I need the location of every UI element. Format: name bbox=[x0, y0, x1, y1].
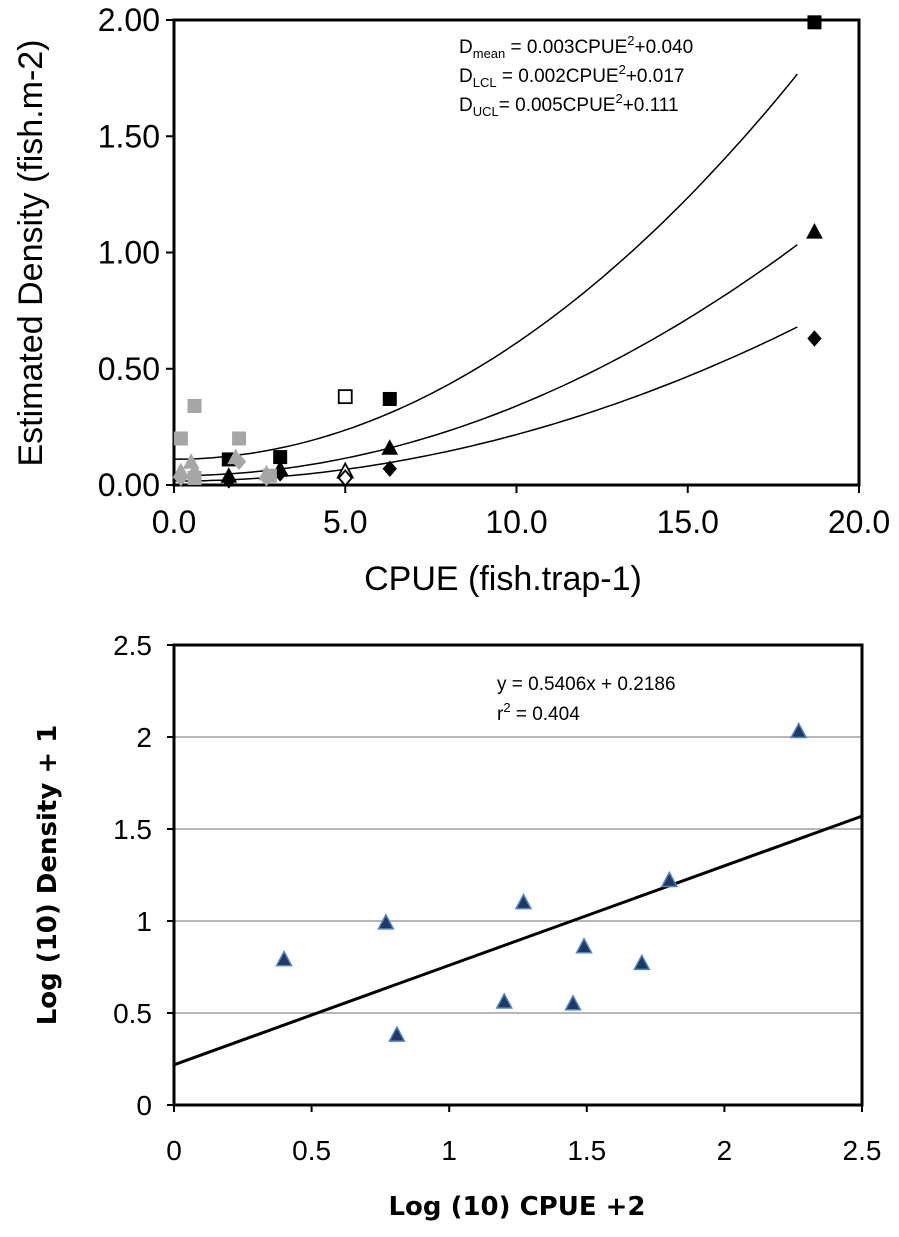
equation-mean-sup: 2 bbox=[627, 33, 634, 48]
top-point-square bbox=[382, 391, 397, 406]
top-point-diamond bbox=[221, 472, 236, 489]
bottom-trendline-group bbox=[173, 814, 863, 1067]
bottom-x-tick-label: 0.5 bbox=[292, 1135, 331, 1166]
bottom-point bbox=[275, 950, 293, 967]
bottom-x-tick-label: 2.5 bbox=[843, 1135, 882, 1166]
equation-lcl-sub: LCL bbox=[473, 75, 497, 90]
bottom-point bbox=[575, 937, 593, 954]
top-point-diamond-open bbox=[337, 469, 353, 487]
equation-ucl: DUCL= 0.005CPUE2+0.111 bbox=[459, 91, 679, 119]
top-point-diamond bbox=[187, 465, 202, 482]
equation-mean-rest: = 0.003CPUE bbox=[505, 37, 627, 58]
bottom-y-tick-label: 0.5 bbox=[113, 998, 152, 1029]
bottom-r2-value: = 0.404 bbox=[511, 704, 581, 725]
top-x-ticks: 0.0 5.0 10.0 15.0 20.0 bbox=[152, 485, 890, 540]
bottom-x-tick-label: 1 bbox=[441, 1135, 457, 1166]
bottom-x-axis-title: Log (10) CPUE +2 bbox=[388, 1192, 645, 1222]
bottom-plot-area bbox=[172, 643, 864, 1107]
equation-lcl-tail: +0.017 bbox=[626, 66, 685, 87]
top-x-tick-label: 20.0 bbox=[828, 504, 890, 540]
top-curve-mean bbox=[173, 73, 798, 460]
bottom-y-axis-title: Log (10) Density + 1 bbox=[33, 725, 63, 1026]
top-point-square bbox=[173, 431, 188, 446]
top-y-tick-label: 0.00 bbox=[98, 467, 160, 503]
top-point-diamond bbox=[807, 330, 822, 347]
equation-ucl-sub: UCL bbox=[473, 104, 499, 119]
top-y-tick-label: 0.50 bbox=[98, 351, 160, 387]
top-x-tick-label: 5.0 bbox=[323, 504, 367, 540]
equation-ucl-tail: +0.111 bbox=[623, 95, 679, 116]
top-point-square bbox=[807, 15, 822, 30]
bottom-y-tick-label: 2 bbox=[136, 722, 152, 753]
top-y-tick-label: 2.00 bbox=[98, 2, 160, 38]
top-plot-area bbox=[172, 18, 861, 487]
top-point-square bbox=[187, 398, 202, 413]
bottom-point bbox=[633, 953, 651, 971]
equation-mean-base: D bbox=[459, 37, 473, 58]
bottom-point bbox=[495, 992, 513, 1009]
bottom-y-tick-label: 2.5 bbox=[113, 630, 152, 661]
bottom-r2-sup: 2 bbox=[503, 700, 510, 715]
top-x-tick-label: 0.0 bbox=[152, 504, 196, 540]
top-y-tick-label: 1.50 bbox=[98, 118, 160, 154]
bottom-x-tick-label: 2 bbox=[717, 1135, 733, 1166]
bottom-r-squared: r2 = 0.404 bbox=[497, 700, 580, 725]
equation-lcl-base: D bbox=[459, 66, 473, 87]
top-points bbox=[172, 15, 823, 489]
top-y-ticks: 0.00 0.50 1.00 1.50 2.00 bbox=[98, 2, 174, 503]
equation-mean-sub: mean bbox=[473, 46, 506, 61]
bottom-point bbox=[660, 870, 679, 888]
bottom-points bbox=[275, 721, 808, 1042]
bottom-chart: 0 0.5 1 1.5 2 2.5 0 0.5 1 1.5 2 2.5 Log (10) CPUE … bbox=[33, 630, 881, 1222]
bottom-y-tick-label: 1 bbox=[136, 906, 152, 937]
top-point-triangle bbox=[182, 453, 200, 469]
bottom-r2-prefix: r bbox=[497, 704, 504, 725]
top-x-axis-title: CPUE (fish.trap-1) bbox=[364, 560, 642, 598]
top-point-diamond bbox=[259, 469, 274, 487]
equation-lcl-rest: = 0.002CPUE bbox=[497, 66, 619, 87]
bottom-point bbox=[564, 994, 582, 1011]
bottom-x-tick-label: 0 bbox=[166, 1135, 182, 1166]
bottom-equation: y = 0.5406x + 0.2186 bbox=[497, 674, 676, 695]
top-point-square-open bbox=[337, 389, 353, 405]
bottom-point bbox=[388, 1025, 406, 1042]
bottom-point bbox=[514, 893, 533, 910]
bottom-point bbox=[789, 721, 808, 739]
equation-ucl-base: D bbox=[459, 95, 473, 116]
top-point-square bbox=[232, 431, 247, 446]
equation-mean-tail: +0.040 bbox=[635, 37, 694, 58]
top-point-diamond bbox=[382, 460, 397, 477]
top-point-diamond bbox=[173, 469, 189, 487]
bottom-trendline bbox=[173, 814, 863, 1067]
top-point-diamond bbox=[231, 453, 247, 471]
top-x-tick-label: 10.0 bbox=[485, 504, 547, 540]
bottom-y-tick-label: 0 bbox=[136, 1090, 152, 1121]
bottom-point bbox=[377, 913, 395, 930]
bottom-x-ticks: 0 0.5 1 1.5 2 2.5 bbox=[166, 1105, 881, 1166]
top-point-triangle bbox=[806, 223, 823, 239]
equation-lcl: DLCL = 0.002CPUE2+0.017 bbox=[459, 62, 684, 90]
top-x-tick-label: 15.0 bbox=[657, 504, 719, 540]
top-y-tick-label: 1.00 bbox=[98, 235, 160, 271]
equation-mean: Dmean = 0.003CPUE2+0.040 bbox=[459, 33, 693, 61]
bottom-x-tick-label: 1.5 bbox=[567, 1135, 606, 1166]
equation-ucl-rest: = 0.005CPUE bbox=[499, 95, 616, 116]
equation-lcl-sup: 2 bbox=[619, 62, 626, 77]
bottom-y-ticks: 0 0.5 1 1.5 2 2.5 bbox=[113, 630, 174, 1121]
top-y-axis-title: Estimated Density (fish.m-2) bbox=[12, 40, 50, 467]
top-point-triangle bbox=[381, 439, 399, 455]
bottom-gridlines bbox=[174, 736, 862, 1014]
equation-ucl-sup: 2 bbox=[615, 91, 622, 106]
bottom-y-tick-label: 1.5 bbox=[113, 814, 152, 845]
top-chart: 0.00 0.50 1.00 1.50 2.00 0.0 5.0 10.0 15.0 2 0.0 … bbox=[12, 2, 890, 598]
